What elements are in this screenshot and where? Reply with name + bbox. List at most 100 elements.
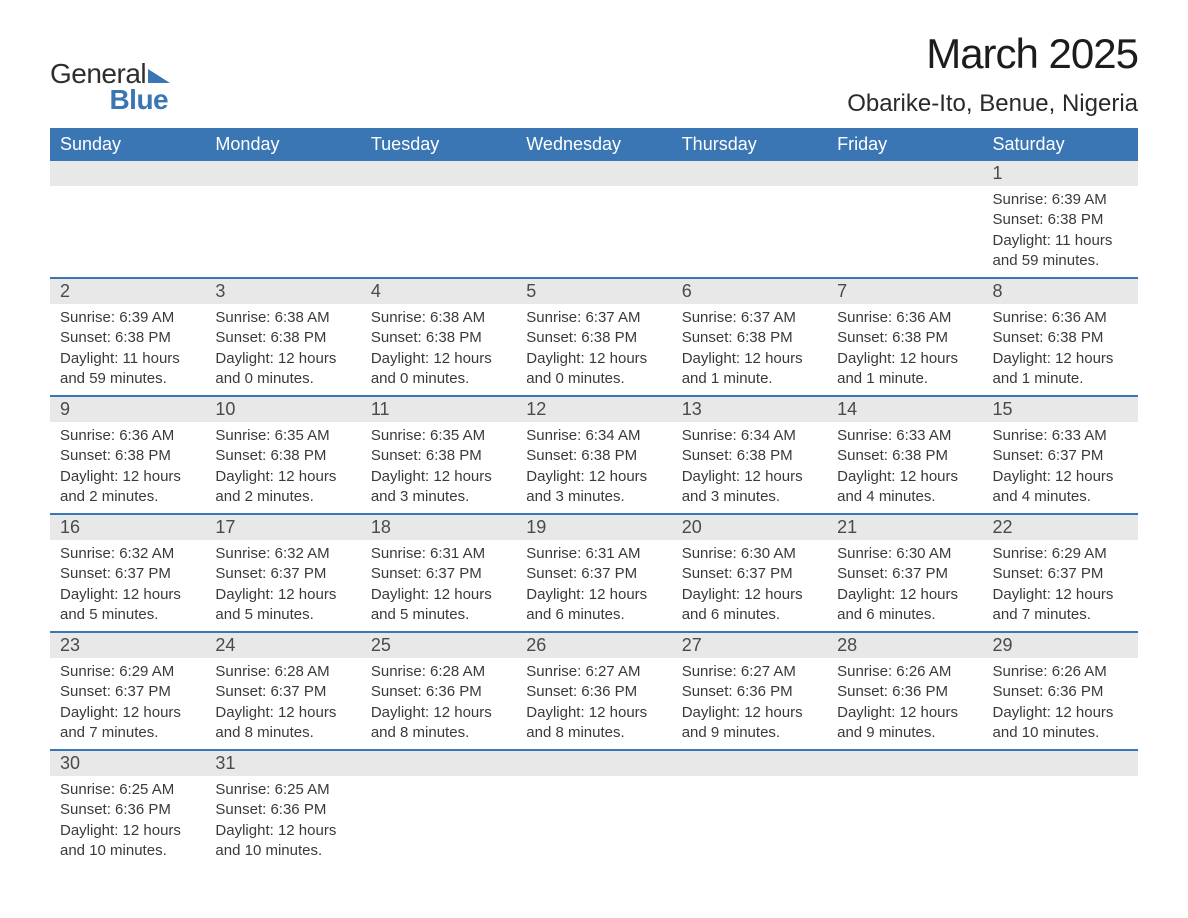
daylight-line: Daylight: 12 hours and 5 minutes.: [60, 585, 195, 626]
day-detail-cell: Sunrise: 6:26 AMSunset: 6:36 PMDaylight:…: [983, 658, 1138, 750]
day-detail-cell: Sunrise: 6:32 AMSunset: 6:37 PMDaylight:…: [205, 540, 360, 632]
sunset-line: Sunset: 6:37 PM: [60, 564, 195, 584]
sunset-line: Sunset: 6:38 PM: [526, 446, 661, 466]
day-number-cell: 28: [827, 632, 982, 658]
sunset-line: Sunset: 6:38 PM: [215, 328, 350, 348]
day-number-cell: 20: [672, 514, 827, 540]
sunrise-line: Sunrise: 6:27 AM: [526, 662, 661, 682]
day-detail-cell: Sunrise: 6:39 AMSunset: 6:38 PMDaylight:…: [50, 304, 205, 396]
day-number-cell: 19: [516, 514, 671, 540]
day-number-cell: 5: [516, 278, 671, 304]
daylight-line: Daylight: 12 hours and 8 minutes.: [215, 703, 350, 744]
day-detail-row: Sunrise: 6:32 AMSunset: 6:37 PMDaylight:…: [50, 540, 1138, 632]
day-number-cell: 2: [50, 278, 205, 304]
day-number-cell: 12: [516, 396, 671, 422]
day-number-cell: [361, 161, 516, 186]
day-detail-cell: [827, 776, 982, 867]
sunrise-line: Sunrise: 6:25 AM: [60, 780, 195, 800]
day-detail-cell: Sunrise: 6:32 AMSunset: 6:37 PMDaylight:…: [50, 540, 205, 632]
day-detail-cell: Sunrise: 6:28 AMSunset: 6:37 PMDaylight:…: [205, 658, 360, 750]
logo-word-2: Blue: [109, 84, 168, 115]
day-detail-cell: Sunrise: 6:27 AMSunset: 6:36 PMDaylight:…: [672, 658, 827, 750]
day-detail-cell: Sunrise: 6:30 AMSunset: 6:37 PMDaylight:…: [672, 540, 827, 632]
day-detail-row: Sunrise: 6:36 AMSunset: 6:38 PMDaylight:…: [50, 422, 1138, 514]
sunrise-line: Sunrise: 6:36 AM: [837, 308, 972, 328]
sunset-line: Sunset: 6:37 PM: [993, 564, 1128, 584]
day-header: Tuesday: [361, 128, 516, 161]
daylight-line: Daylight: 12 hours and 3 minutes.: [371, 467, 506, 508]
day-number-cell: 27: [672, 632, 827, 658]
logo: General Blue: [50, 58, 170, 116]
daylight-line: Daylight: 12 hours and 9 minutes.: [682, 703, 817, 744]
day-number-cell: 16: [50, 514, 205, 540]
day-number-cell: 26: [516, 632, 671, 658]
sunrise-line: Sunrise: 6:31 AM: [526, 544, 661, 564]
header: General Blue March 2025 Obarike-Ito, Ben…: [50, 30, 1138, 118]
day-number-row: 16171819202122: [50, 514, 1138, 540]
day-detail-cell: Sunrise: 6:39 AMSunset: 6:38 PMDaylight:…: [983, 186, 1138, 278]
day-number-cell: [827, 750, 982, 776]
day-detail-cell: [827, 186, 982, 278]
day-detail-cell: Sunrise: 6:37 AMSunset: 6:38 PMDaylight:…: [516, 304, 671, 396]
day-number-cell: 1: [983, 161, 1138, 186]
daylight-line: Daylight: 12 hours and 1 minute.: [993, 349, 1128, 390]
day-detail-cell: [50, 186, 205, 278]
day-detail-row: Sunrise: 6:39 AM Sunset: 6:38 PM Daylight:…: [50, 304, 1138, 396]
sunrise-line: Sunrise: 6:36 AM: [60, 426, 195, 446]
day-detail-cell: Sunrise: 6:36 AMSunset: 6:38 PMDaylight:…: [827, 304, 982, 396]
day-detail-cell: Sunrise: 6:25 AMSunset: 6:36 PMDaylight:…: [50, 776, 205, 867]
sunset-line: Sunset: 6:38 PM: [371, 446, 506, 466]
day-detail-cell: Sunrise: 6:33 AMSunset: 6:37 PMDaylight:…: [983, 422, 1138, 514]
sunset-line: Sunset: 6:36 PM: [993, 682, 1128, 702]
day-detail-cell: Sunrise: 6:29 AMSunset: 6:37 PMDaylight:…: [50, 658, 205, 750]
sunset-line: Sunset: 6:37 PM: [215, 564, 350, 584]
day-number-cell: 30: [50, 750, 205, 776]
sunset-line: Sunset: 6:38 PM: [215, 446, 350, 466]
sunrise-line: Sunrise: 6:26 AM: [993, 662, 1128, 682]
day-detail-cell: Sunrise: 6:27 AMSunset: 6:36 PMDaylight:…: [516, 658, 671, 750]
day-header: Monday: [205, 128, 360, 161]
day-number-row: 2345678: [50, 278, 1138, 304]
daylight-line: Daylight: 12 hours and 10 minutes.: [993, 703, 1128, 744]
sunset-line: Sunset: 6:36 PM: [526, 682, 661, 702]
sunrise-line: Sunrise: 6:33 AM: [993, 426, 1128, 446]
daylight-line: Daylight: 12 hours and 7 minutes.: [993, 585, 1128, 626]
sunrise-line: Sunrise: 6:39 AM: [60, 308, 195, 328]
day-number-row: 1: [50, 161, 1138, 186]
day-detail-cell: [672, 186, 827, 278]
day-number-cell: [516, 161, 671, 186]
daylight-line: Daylight: 12 hours and 5 minutes.: [371, 585, 506, 626]
day-number-cell: 25: [361, 632, 516, 658]
day-number-cell: [50, 161, 205, 186]
day-number-cell: 24: [205, 632, 360, 658]
day-detail-cell: Sunrise: 6:26 AMSunset: 6:36 PMDaylight:…: [827, 658, 982, 750]
day-detail-cell: Sunrise: 6:30 AMSunset: 6:37 PMDaylight:…: [827, 540, 982, 632]
sunset-line: Sunset: 6:38 PM: [526, 328, 661, 348]
sunrise-line: Sunrise: 6:32 AM: [215, 544, 350, 564]
sunrise-line: Sunrise: 6:27 AM: [682, 662, 817, 682]
sunrise-line: Sunrise: 6:29 AM: [993, 544, 1128, 564]
day-detail-row: Sunrise: 6:39 AMSunset: 6:38 PMDaylight:…: [50, 186, 1138, 278]
sunset-line: Sunset: 6:38 PM: [837, 328, 972, 348]
daylight-line: Daylight: 12 hours and 1 minute.: [682, 349, 817, 390]
day-header: Thursday: [672, 128, 827, 161]
day-number-cell: [827, 161, 982, 186]
sunset-line: Sunset: 6:37 PM: [215, 682, 350, 702]
day-number-cell: [672, 161, 827, 186]
day-number-cell: [361, 750, 516, 776]
sunrise-line: Sunrise: 6:25 AM: [215, 780, 350, 800]
sunset-line: Sunset: 6:37 PM: [371, 564, 506, 584]
day-header: Wednesday: [516, 128, 671, 161]
daylight-line: Daylight: 12 hours and 2 minutes.: [215, 467, 350, 508]
day-number-cell: 22: [983, 514, 1138, 540]
day-detail-cell: Sunrise: 6:36 AMSunset: 6:38 PMDaylight:…: [983, 304, 1138, 396]
daylight-line: Daylight: 12 hours and 6 minutes.: [837, 585, 972, 626]
sunset-line: Sunset: 6:37 PM: [526, 564, 661, 584]
sunrise-line: Sunrise: 6:38 AM: [371, 308, 506, 328]
day-number-cell: 10: [205, 396, 360, 422]
sunrise-line: Sunrise: 6:35 AM: [371, 426, 506, 446]
day-number-cell: 17: [205, 514, 360, 540]
day-detail-cell: Sunrise: 6:31 AMSunset: 6:37 PMDaylight:…: [361, 540, 516, 632]
day-detail-cell: Sunrise: 6:35 AMSunset: 6:38 PMDaylight:…: [205, 422, 360, 514]
day-number-row: 23242526272829: [50, 632, 1138, 658]
